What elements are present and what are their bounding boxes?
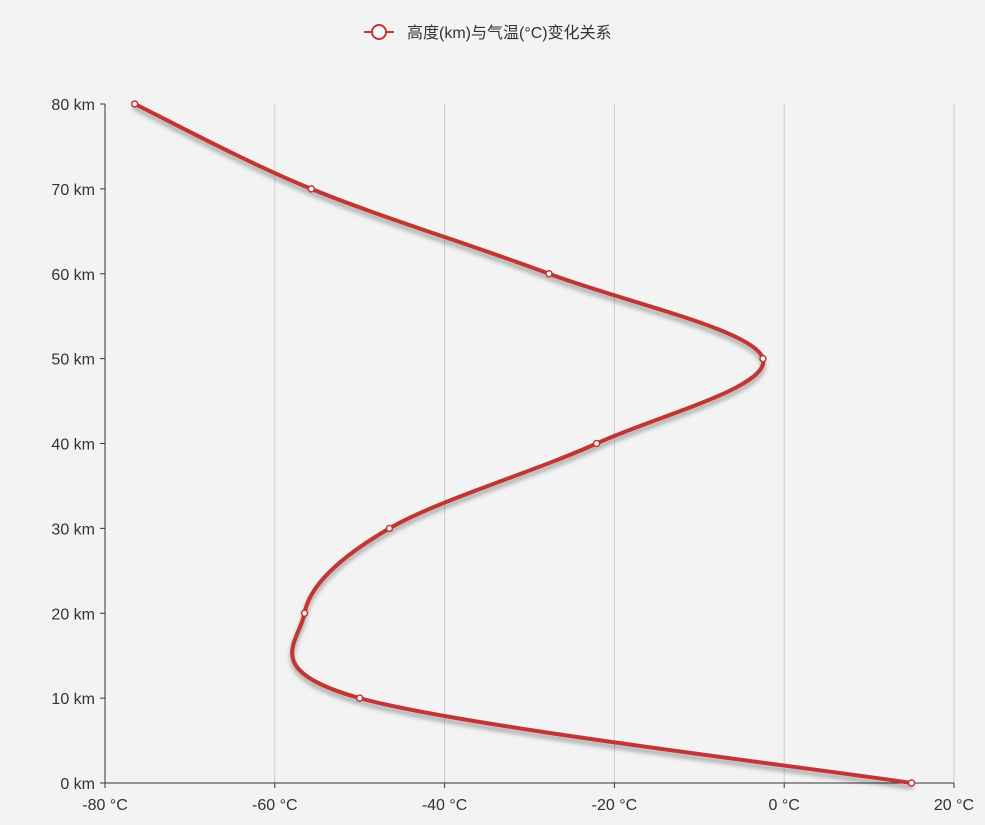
axes [104, 104, 954, 784]
data-point[interactable] [592, 439, 601, 448]
y-tick-label: 0 km [60, 776, 95, 793]
x-tick-label: -60 °C [252, 797, 298, 814]
series-line [132, 102, 914, 785]
y-tick-label: 10 km [51, 691, 95, 708]
legend-label: 高度(km)与气温(°C)变化关系 [407, 24, 612, 42]
legend-circle-marker [371, 24, 387, 40]
x-tick-label: 20 °C [934, 797, 974, 814]
data-point[interactable] [907, 779, 916, 787]
x-tick-label: 0 °C [769, 797, 800, 814]
data-point[interactable] [300, 609, 309, 617]
y-axis-ticks: 0 km 10 km 20 km 30 km 40 km 50 km 60 km 70 km 8… [51, 97, 105, 793]
y-tick-label: 60 km [51, 267, 95, 284]
x-axis-ticks: -80 °C -60 °C -40 °C -20 °C 0 °C 20 °C [82, 783, 974, 814]
y-tick-label: 30 km [51, 521, 95, 538]
data-point[interactable] [355, 694, 364, 702]
data-point[interactable] [385, 524, 394, 533]
y-tick-label: 70 km [51, 182, 95, 199]
data-point[interactable] [759, 354, 767, 363]
data-point[interactable] [545, 270, 553, 278]
series-group [130, 100, 916, 787]
data-point[interactable] [307, 185, 316, 193]
y-tick-label: 40 km [51, 437, 95, 454]
y-tick-label: 50 km [51, 352, 95, 369]
x-tick-label: -40 °C [422, 797, 468, 814]
x-tick-label: -80 °C [82, 797, 128, 814]
x-grid-lines [274, 104, 955, 783]
y-tick-label: 20 km [51, 606, 95, 623]
y-tick-label: 80 km [51, 97, 95, 114]
data-point[interactable] [130, 100, 139, 108]
legend[interactable]: 高度(km)与气温(°C)变化关系 [364, 24, 612, 42]
x-tick-label: -20 °C [592, 797, 638, 814]
